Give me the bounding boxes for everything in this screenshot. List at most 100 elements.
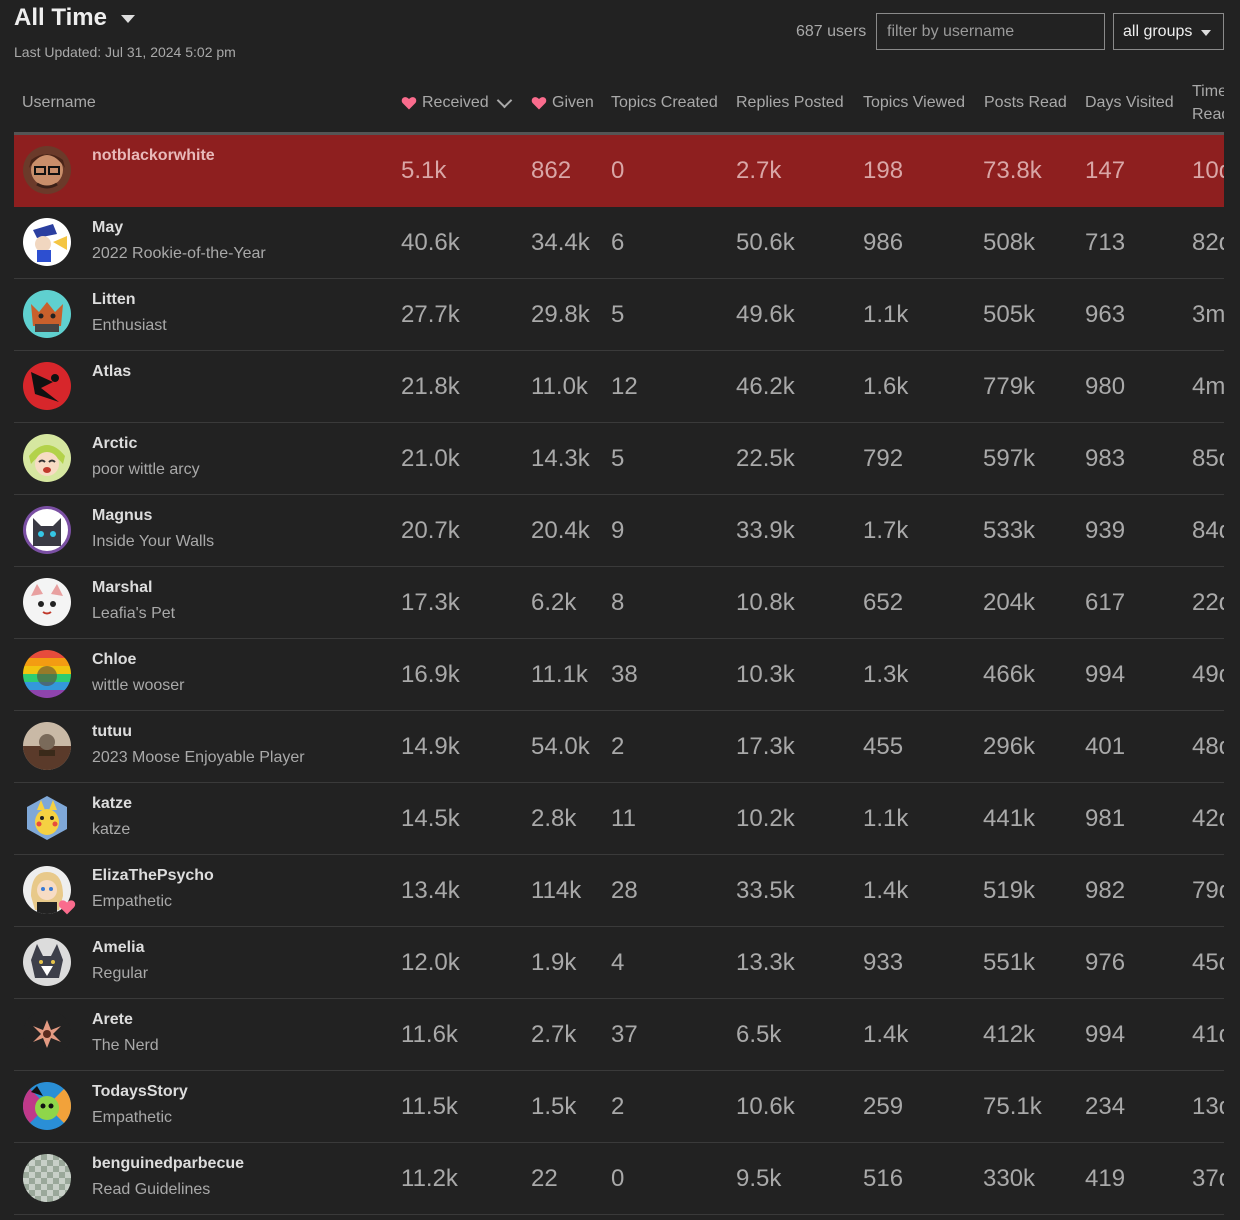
sort-descending-icon[interactable] [496,92,512,108]
username-link[interactable]: ElizaThePsycho [92,867,214,884]
avatar[interactable] [23,938,71,986]
stat-given: 2.8k [531,805,577,832]
avatar[interactable] [23,1010,71,1058]
user-title: Regular [92,965,149,982]
stat-days-visited: 234 [1085,1093,1126,1120]
avatar[interactable] [23,362,71,410]
avatar[interactable] [23,650,71,698]
stat-replies-posted: 6.5k [736,1021,782,1048]
username-link[interactable]: Atlas [92,363,132,380]
column-header-given[interactable]: Given [531,74,594,132]
column-header-username[interactable]: Username [22,94,96,111]
username-link[interactable]: Arctic [92,435,138,452]
column-header-posts-read[interactable]: Posts Read [984,94,1067,111]
column-header-received-label[interactable]: Received [422,94,489,111]
heart-icon [401,97,417,110]
username-link[interactable]: TodaysStory [92,1083,188,1100]
group-select[interactable]: all groups [1113,13,1224,50]
stat-topics-viewed: 986 [863,229,904,256]
stat-topics-created: 0 [611,157,625,184]
period-title[interactable]: All Time [14,4,107,31]
username-link[interactable]: notblackorwhite [92,147,215,164]
username-link[interactable]: Marshal [92,579,153,596]
column-header-replies-posted[interactable]: Replies Posted [736,94,844,111]
stat-given: 1.5k [531,1093,577,1120]
column-header-given-label[interactable]: Given [552,94,594,111]
stat-replies-posted: 10.3k [736,661,795,688]
stat-given: 862 [531,157,572,184]
stat-topics-viewed: 1.6k [863,373,909,400]
avatar[interactable] [23,218,71,266]
stat-topics-viewed: 933 [863,949,904,976]
caret-down-icon[interactable] [120,15,135,23]
avatar[interactable] [23,722,71,770]
avatar[interactable] [23,146,71,194]
stat-given: 20.4k [531,517,590,544]
stat-replies-posted: 33.9k [736,517,795,544]
username-link[interactable]: benguinedparbecue [92,1155,245,1172]
column-header-days-visited[interactable]: Days Visited [1085,94,1174,111]
heart-icon [531,97,547,110]
username-link[interactable]: katze [92,795,133,812]
user-title: wittle wooser [92,677,185,694]
username-link[interactable]: tutuu [92,723,132,740]
stat-posts-read: 519k [983,877,1036,904]
username-link[interactable]: Amelia [92,939,145,956]
stat-received: 21.0k [401,445,460,472]
stat-posts-read: 533k [983,517,1036,544]
user-title: Leafia's Pet [92,605,176,622]
caret-down-icon[interactable] [1201,30,1211,36]
column-header-time-read-line2[interactable]: Read [1192,106,1224,123]
stat-days-visited: 982 [1085,877,1126,904]
avatar[interactable] [23,794,71,842]
avatar[interactable] [23,1154,71,1202]
column-header-topics-viewed[interactable]: Topics Viewed [863,94,965,111]
avatar[interactable] [23,434,71,482]
user-title: katze [92,821,131,838]
stat-given: 2.7k [531,1021,577,1048]
column-header-received[interactable]: Received [401,74,512,132]
stat-topics-created: 8 [611,589,625,616]
username-link[interactable]: Chloe [92,651,137,668]
stat-posts-read: 296k [983,733,1036,760]
stat-given: 11.1k [531,661,588,688]
avatar[interactable] [23,578,71,626]
stat-days-visited: 617 [1085,589,1126,616]
stat-posts-read: 75.1k [983,1093,1042,1120]
avatar[interactable] [23,506,71,554]
username-link[interactable]: May [92,219,124,236]
stat-given: 114k [531,877,582,904]
stat-time-read: 13d [1192,1093,1224,1120]
stat-time-read: 82d [1192,229,1224,256]
column-header-topics-created[interactable]: Topics Created [611,94,718,111]
username-link[interactable]: Magnus [92,507,153,524]
stat-days-visited: 147 [1085,157,1126,184]
stat-days-visited: 419 [1085,1165,1126,1192]
period-selector[interactable]: All Time [14,4,135,32]
user-title: Enthusiast [92,317,167,334]
avatar[interactable] [23,866,76,915]
heart-icon [58,900,76,915]
user-title: poor wittle arcy [92,461,200,478]
avatar[interactable] [23,1082,71,1130]
stat-posts-read: 441k [983,805,1036,832]
column-header-time-read[interactable]: Time Read [1192,74,1224,132]
stat-received: 11.5k [401,1093,458,1120]
stat-topics-created: 11 [611,805,636,832]
stat-received: 14.9k [401,733,460,760]
table-row: Chloe wittle wooser 16.9k 11.1k 38 10.3k… [14,639,1224,711]
stat-topics-viewed: 1.3k [863,661,909,688]
user-title: Inside Your Walls [92,533,215,550]
stat-posts-read: 73.8k [983,157,1042,184]
username-link[interactable]: Litten [92,291,136,308]
stat-replies-posted: 9.5k [736,1165,782,1192]
group-select-label[interactable]: all groups [1123,22,1193,40]
stat-replies-posted: 13.3k [736,949,795,976]
stat-time-read: 85d [1192,445,1224,472]
user-title: Read Guidelines [92,1181,211,1198]
stat-topics-created: 6 [611,229,625,256]
avatar[interactable] [23,290,71,338]
username-link[interactable]: Arete [92,1011,133,1028]
username-filter-input[interactable] [876,13,1105,50]
column-header-time-read-line1[interactable]: Time [1192,83,1224,100]
